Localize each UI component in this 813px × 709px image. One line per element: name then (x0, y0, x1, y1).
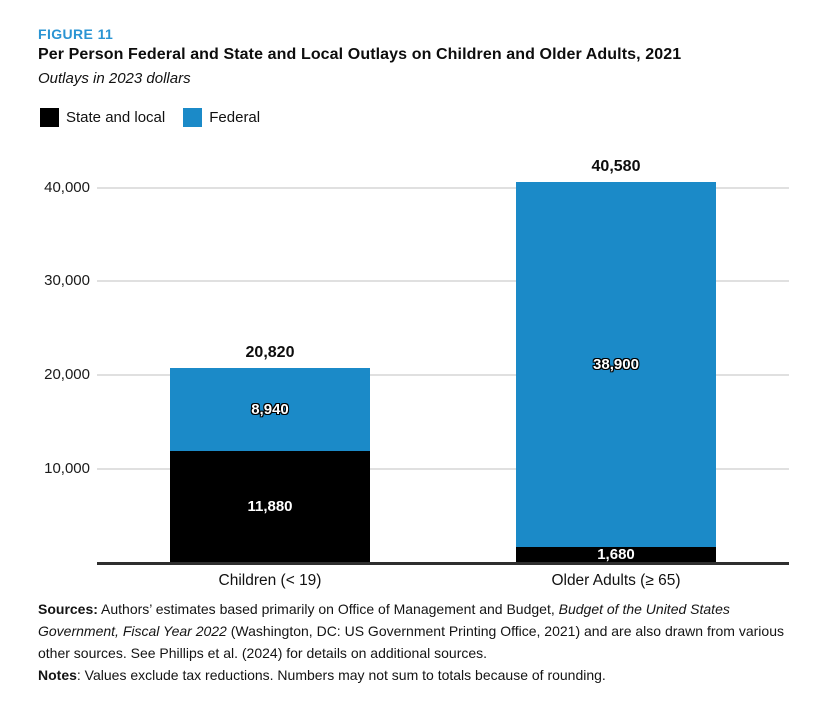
bar-total-label: 40,580 (591, 158, 641, 176)
legend: State and local Federal (40, 108, 260, 127)
text-run: Authors’ estimates based primarily on Of… (97, 601, 559, 617)
bar-segment-federal-1 (516, 182, 716, 548)
y-tick-label-20,000: 20,000 (44, 366, 90, 384)
notes-text: Notes: Values exclude tax reductions. Nu… (38, 664, 792, 686)
bar-segment-state-and-local-0 (170, 451, 370, 563)
figure-title: Per Person Federal and State and Local O… (38, 46, 682, 63)
legend-swatch-federal (183, 108, 203, 127)
legend-swatch-state-and-local (40, 108, 59, 127)
bar-segment-federal-0 (170, 367, 370, 452)
segment-value-label: 11,880 (247, 498, 293, 516)
gridline-40,000 (97, 186, 789, 189)
bar-total-label: 20,820 (245, 343, 295, 361)
stacked-bar-chart: 10,000 20,000 30,000 40,000 11,880 8,940 20,82… (38, 146, 813, 596)
segment-value-label: 38,900 (593, 355, 639, 373)
gridline-20,000 (97, 374, 789, 377)
legend-item-federal: Federal (183, 108, 260, 127)
text-run: : Values exclude tax reductions. Numbers… (76, 667, 606, 683)
x-axis-line (97, 562, 789, 565)
bar-segment-state-and-local-1 (516, 547, 716, 563)
segment-value-label: 8,940 (251, 400, 289, 418)
legend-label-state-and-local: State and local (66, 109, 166, 126)
segment-value-label: 1,680 (597, 546, 635, 564)
gridline-10,000 (97, 468, 789, 471)
text-run: Notes (38, 667, 77, 683)
sources-text: Sources: Authors’ estimates based primar… (38, 598, 792, 664)
legend-item-state-and-local: State and local (40, 108, 165, 127)
x-axis-label-0: Children (< 19) (218, 572, 322, 589)
x-axis-label-1: Older Adults (≥ 65) (551, 572, 681, 589)
y-tick-label-10,000: 10,000 (44, 460, 90, 478)
text-run: Budget of the United States Government, … (38, 601, 730, 639)
figure-number-label: FIGURE 11 (38, 26, 114, 42)
legend-label-federal: Federal (209, 109, 261, 126)
figure-subtitle: Outlays in 2023 dollars (38, 70, 191, 87)
text-run: Sources: (38, 601, 98, 617)
plot-area: 10,000 20,000 30,000 40,000 11,880 8,940 20,82… (44, 150, 789, 589)
gridline-30,000 (97, 280, 789, 283)
text-run: (Washington, DC: US Government Printing … (38, 623, 784, 661)
y-tick-label-30,000: 30,000 (44, 272, 90, 290)
y-tick-label-40,000: 40,000 (44, 178, 90, 196)
